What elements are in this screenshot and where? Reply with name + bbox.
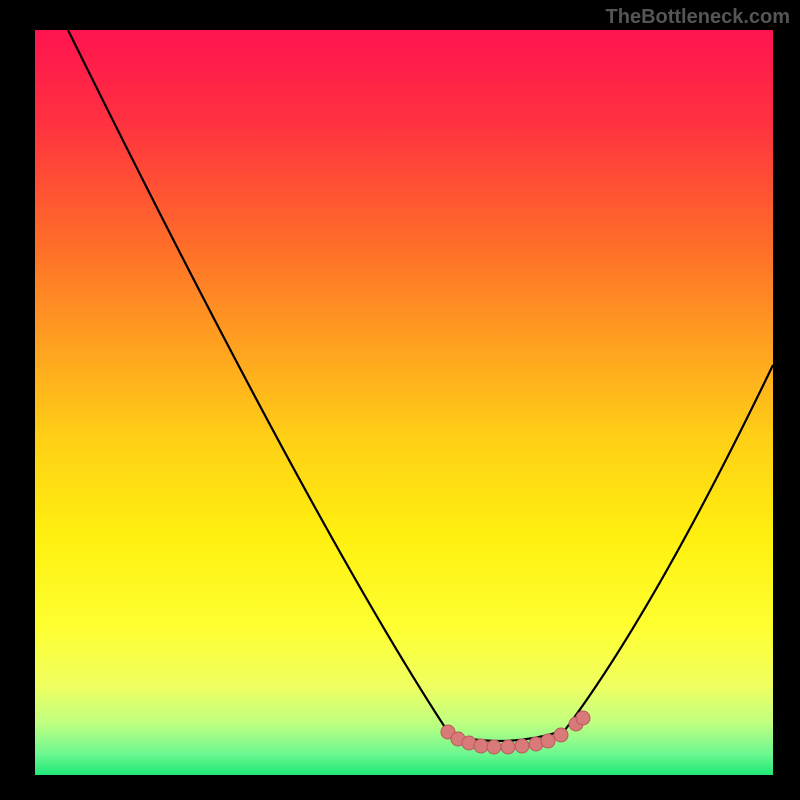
chart-container: TheBottleneck.com — [0, 0, 800, 800]
valley-marker — [515, 739, 529, 753]
curve-layer — [35, 30, 773, 775]
valley-marker — [474, 739, 488, 753]
valley-marker — [554, 728, 568, 742]
valley-marker — [487, 740, 501, 754]
bottleneck-curve — [68, 30, 773, 741]
plot-area — [35, 30, 773, 775]
valley-marker — [541, 734, 555, 748]
valley-marker — [501, 740, 515, 754]
attribution-watermark: TheBottleneck.com — [606, 6, 790, 29]
valley-markers — [441, 711, 590, 754]
valley-marker — [576, 711, 590, 725]
